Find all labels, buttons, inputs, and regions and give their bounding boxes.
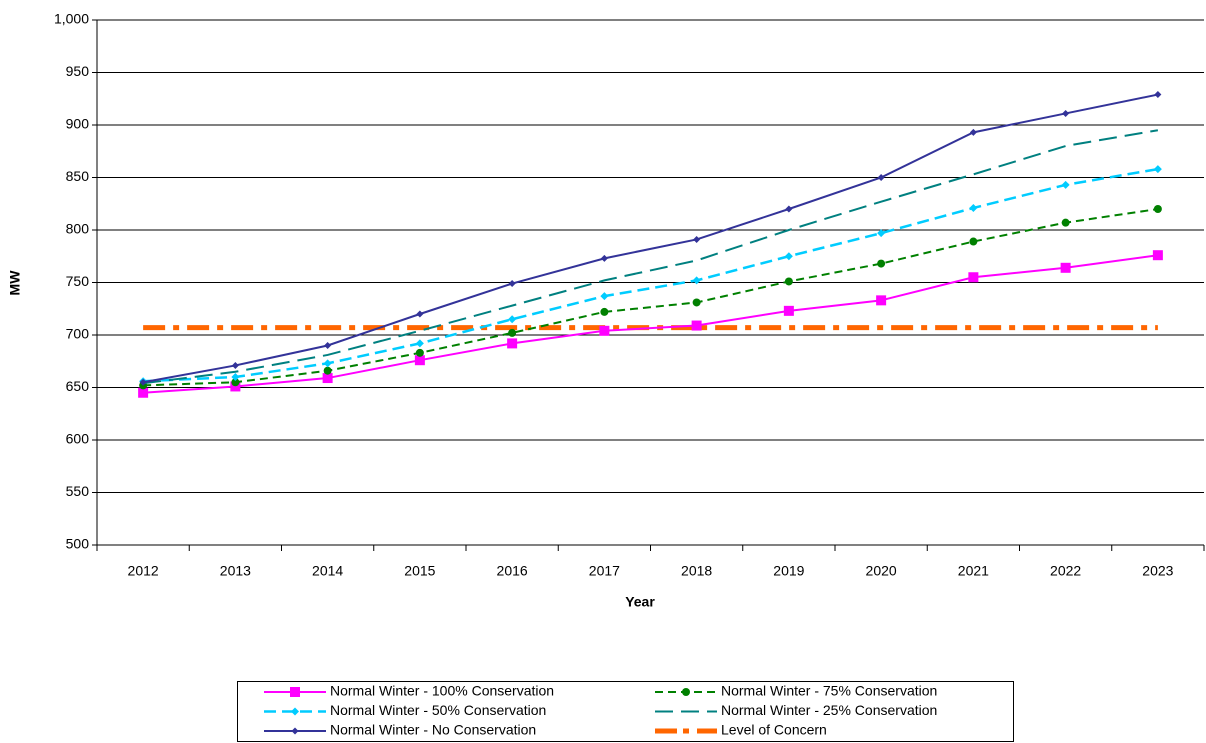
marker (1061, 180, 1070, 189)
marker (682, 688, 690, 696)
marker (415, 348, 424, 357)
marker (1152, 250, 1163, 261)
legend-label: Normal Winter - No Conservation (330, 722, 536, 738)
y-tick-label: 1,000 (54, 11, 89, 27)
marker (692, 298, 701, 307)
marker (1060, 262, 1071, 273)
x-tick-label: 2012 (128, 563, 159, 579)
marker (600, 292, 609, 301)
x-tick-label: 2019 (773, 563, 804, 579)
marker (508, 328, 517, 337)
x-tick-label: 2020 (866, 563, 897, 579)
marker (1153, 205, 1162, 213)
legend-label: Normal Winter - 75% Conservation (721, 683, 937, 699)
legend-box (237, 681, 1014, 742)
marker (783, 305, 794, 316)
marker (508, 315, 517, 324)
series-line (143, 129, 1159, 385)
y-tick-label: 650 (66, 378, 90, 394)
marker (322, 373, 333, 384)
marker (139, 378, 147, 386)
marker (323, 366, 332, 375)
y-tick-label: 900 (66, 116, 90, 132)
marker (600, 254, 608, 262)
marker (1061, 218, 1070, 227)
marker (784, 277, 793, 286)
marker (508, 280, 516, 288)
x-tick-label: 2017 (589, 563, 620, 579)
x-tick-label: 2013 (220, 563, 251, 579)
legend-label: Normal Winter - 100% Conservation (330, 683, 554, 699)
marker (876, 295, 887, 306)
y-tick-label: 800 (66, 221, 90, 237)
x-tick-label: 2015 (404, 563, 435, 579)
marker (877, 229, 886, 238)
marker (693, 235, 701, 243)
marker (231, 373, 240, 381)
series-line (142, 93, 1159, 384)
marker (415, 339, 424, 348)
y-tick-label: 700 (66, 326, 90, 342)
marker (414, 355, 425, 366)
y-tick-label: 850 (66, 168, 90, 184)
legend-label: Normal Winter - 50% Conservation (330, 702, 546, 718)
marker (692, 276, 701, 285)
marker (877, 259, 886, 268)
y-tick-label: 500 (66, 536, 90, 552)
legend-label: Level of Concern (721, 722, 827, 738)
marker (231, 361, 239, 369)
marker (230, 381, 241, 392)
x-tick-label: 2018 (681, 563, 712, 579)
series-line (143, 208, 1159, 387)
y-tick-label: 600 (66, 431, 90, 447)
x-tick-label: 2021 (958, 563, 989, 579)
marker (290, 687, 300, 697)
marker (231, 378, 240, 387)
y-tick-label: 750 (66, 273, 90, 289)
marker (1062, 109, 1070, 117)
y-axis-title: MW (7, 270, 23, 296)
marker (969, 128, 977, 136)
marker (968, 272, 979, 283)
x-tick-label: 2014 (312, 563, 343, 579)
series-line (143, 167, 1159, 383)
marker (507, 338, 518, 349)
marker (138, 387, 149, 398)
series-line (143, 254, 1159, 394)
marker (1153, 165, 1162, 174)
marker (291, 727, 299, 735)
marker (969, 203, 978, 212)
marker (785, 205, 793, 213)
marker (877, 174, 885, 181)
x-axis-title: Year (625, 594, 655, 610)
marker (291, 707, 299, 716)
legend-label: Normal Winter - 25% Conservation (721, 702, 937, 718)
marker (1154, 91, 1162, 99)
y-tick-label: 950 (66, 63, 90, 79)
marker (599, 325, 610, 336)
x-tick-label: 2016 (497, 563, 528, 579)
marker (691, 320, 702, 331)
x-tick-label: 2023 (1142, 563, 1173, 579)
marker (784, 252, 793, 261)
y-tick-label: 550 (66, 483, 90, 499)
marker (323, 359, 332, 368)
marker (416, 310, 424, 318)
marker (600, 307, 609, 316)
marker (324, 342, 332, 349)
legend: Normal Winter - 100% Conservation Normal … (237, 681, 1014, 742)
x-tick-label: 2022 (1050, 563, 1081, 579)
marker (969, 237, 978, 246)
